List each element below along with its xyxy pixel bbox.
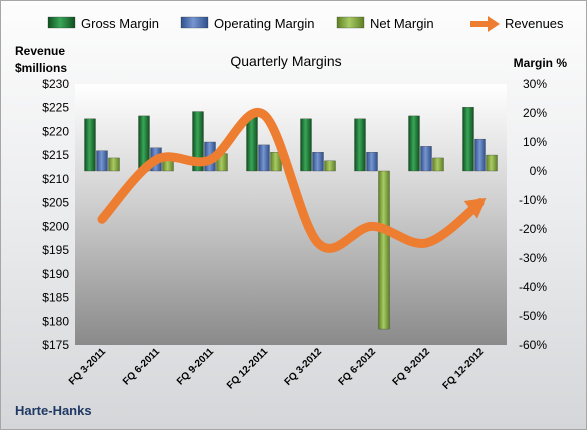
company-name: Harte-Hanks xyxy=(15,403,92,418)
category-label: FQ 9-2011 xyxy=(175,346,216,387)
revenue-curve xyxy=(97,108,485,253)
left-tick-label: $185 xyxy=(42,291,69,305)
right-tick-label: -20% xyxy=(519,222,547,236)
bar-gross-margin xyxy=(462,107,474,172)
legend-label: Net Margin xyxy=(370,16,434,31)
legend-label: Revenues xyxy=(505,16,564,31)
legend-swatch xyxy=(180,16,209,29)
category-label: FQ 9-2012 xyxy=(391,346,433,388)
bar-net-margin xyxy=(378,170,390,330)
chart-title: Quarterly Margins xyxy=(230,53,341,69)
bar-net-margin xyxy=(324,160,336,172)
right-tick-label: 10% xyxy=(523,135,547,149)
legend-swatch-arrow xyxy=(488,16,500,32)
right-axis-ticks: -60% -50% -40% -30% -20% -10% 0% 10% 20% 30% xyxy=(519,77,547,352)
bar-gross-margin xyxy=(246,115,258,172)
left-axis-title-line1: Revenue xyxy=(15,44,65,58)
left-tick-label: $225 xyxy=(42,101,69,115)
legend-label: Gross Margin xyxy=(81,16,159,31)
bar-operating-margin xyxy=(96,150,108,172)
category-label: FQ 3-2011 xyxy=(67,346,108,387)
right-tick-label: 0% xyxy=(530,164,548,178)
left-tick-label: $220 xyxy=(42,124,69,138)
category-label: FQ 12-2011 xyxy=(225,346,270,391)
bar-gross-margin xyxy=(192,111,204,172)
category-label: FQ 6-2011 xyxy=(121,346,162,387)
right-tick-label: -50% xyxy=(519,309,547,323)
left-tick-label: $175 xyxy=(42,338,69,352)
legend-label: Operating Margin xyxy=(214,16,314,31)
left-tick-label: $210 xyxy=(42,172,69,186)
bar-net-margin xyxy=(432,157,444,172)
bar-gross-margin xyxy=(84,118,96,172)
right-tick-label: -60% xyxy=(519,338,547,352)
category-label: FQ 3-2012 xyxy=(283,346,325,388)
right-tick-label: -10% xyxy=(519,193,547,207)
revenue-line xyxy=(97,108,487,253)
bar-operating-margin xyxy=(420,146,432,172)
bar-net-margin xyxy=(486,154,498,172)
left-tick-label: $215 xyxy=(42,148,69,162)
category-labels: FQ 3-2011 FQ 6-2011 FQ 9-2011 FQ 12-2011 FQ … xyxy=(67,346,487,392)
bar-gross-margin xyxy=(408,115,420,172)
legend-swatch xyxy=(336,16,365,29)
left-axis-title-line2: $millions xyxy=(15,61,67,75)
left-tick-label: $230 xyxy=(42,77,69,91)
right-tick-label: 30% xyxy=(523,77,547,91)
legend: Gross Margin Operating Margin Net Margin Re… xyxy=(47,16,564,32)
left-tick-label: $180 xyxy=(42,314,69,328)
right-axis-title: Margin % xyxy=(514,56,568,70)
left-tick-label: $195 xyxy=(42,243,69,257)
right-tick-label: -30% xyxy=(519,251,547,265)
bar-operating-margin xyxy=(312,151,324,172)
bar-operating-margin xyxy=(366,151,378,172)
category-label: FQ 12-2012 xyxy=(441,346,487,392)
bar-gross-margin xyxy=(354,118,366,172)
right-tick-label: 20% xyxy=(523,106,547,120)
bar-gross-margin xyxy=(300,118,312,172)
right-tick-label: -40% xyxy=(519,280,547,294)
legend-swatch xyxy=(47,16,76,29)
left-tick-label: $190 xyxy=(42,267,69,281)
bar-operating-margin xyxy=(258,144,270,172)
left-axis-ticks: $175 $180 $185 $190 $195 $200 $205 $210 $215 $220… xyxy=(42,77,69,352)
category-label: FQ 6-2012 xyxy=(337,346,379,388)
left-tick-label: $205 xyxy=(42,196,69,210)
left-tick-label: $200 xyxy=(42,219,69,233)
revenue-arrowhead xyxy=(463,197,487,219)
bar-operating-margin xyxy=(474,138,486,172)
bar-net-margin xyxy=(108,157,120,172)
